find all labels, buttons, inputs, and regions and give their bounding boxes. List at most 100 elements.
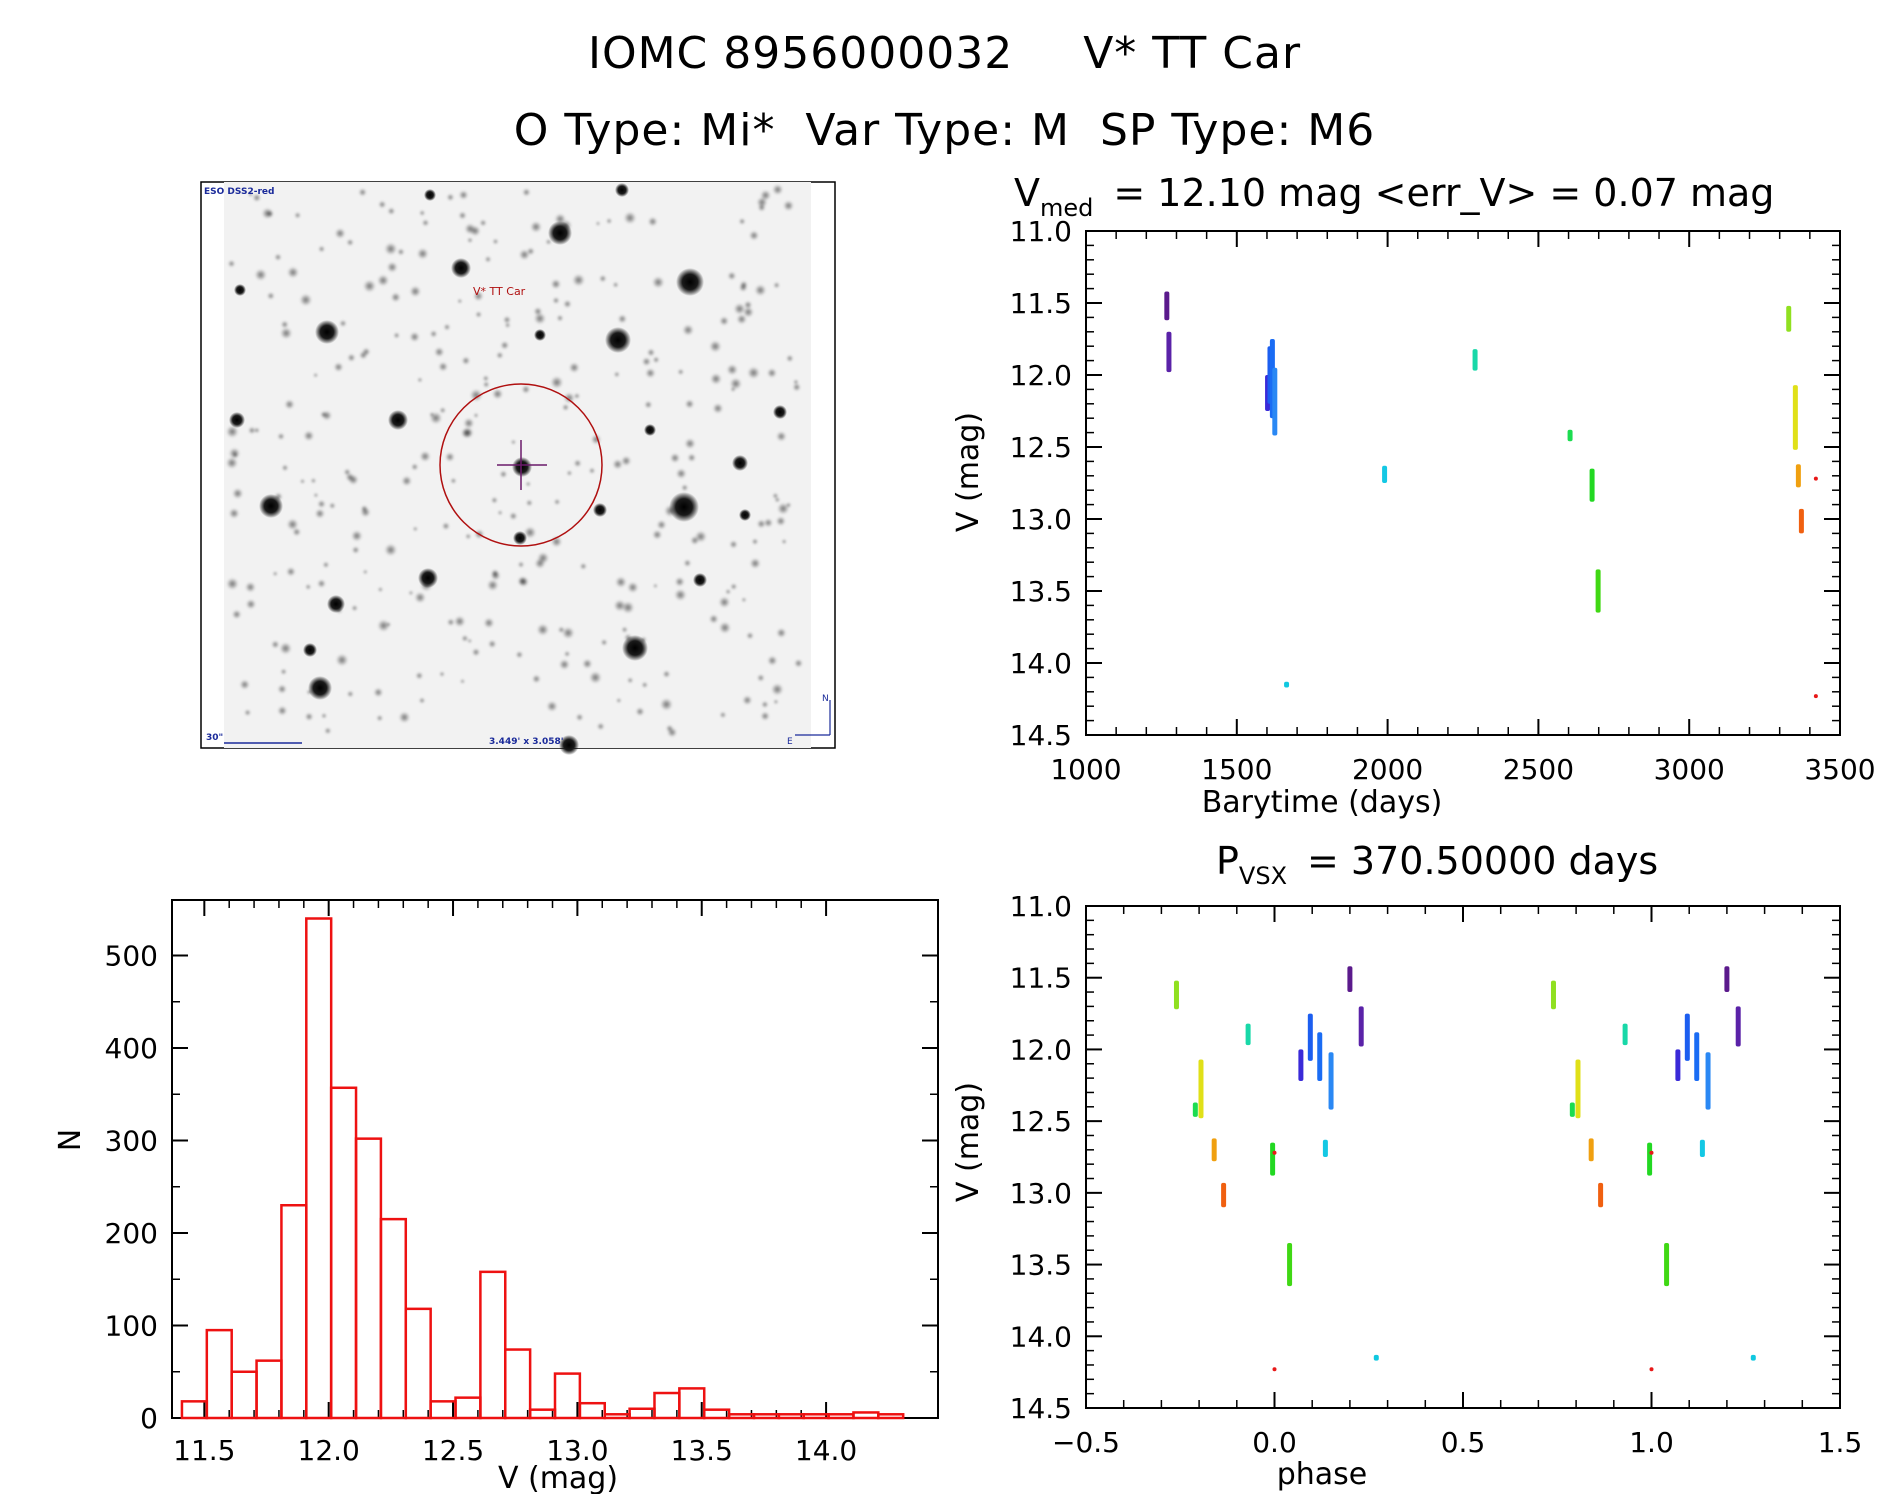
- y-tick-label: 11.0: [1010, 215, 1072, 248]
- faint-star: [393, 332, 400, 339]
- bright-star: [259, 494, 283, 518]
- faint-star: [417, 377, 423, 383]
- pc-title-rest: = 370.50000 days: [1307, 839, 1658, 883]
- hist-bar: [354, 1137, 383, 1420]
- pc-data-points: [1173, 966, 1756, 1372]
- bright-star: [615, 183, 629, 197]
- faint-star: [730, 387, 736, 392]
- faint-star: [730, 583, 737, 590]
- faint-star: [475, 311, 482, 318]
- faint-star: [484, 618, 494, 628]
- faint-star: [299, 294, 312, 306]
- data-streak: [1284, 681, 1290, 688]
- faint-star: [445, 452, 455, 462]
- faint-star: [277, 706, 287, 716]
- faint-star: [305, 712, 313, 721]
- faint-star: [687, 453, 696, 462]
- pc-title-sub: VSX: [1239, 862, 1287, 890]
- x-tick-label: 2500: [1503, 753, 1574, 786]
- faint-star: [317, 579, 326, 588]
- orientation-compass-icon: [795, 700, 831, 736]
- faint-star: [783, 200, 794, 211]
- data-streak: [1786, 305, 1792, 332]
- y-tick-label: 12.5: [1010, 1105, 1072, 1138]
- faint-star: [303, 430, 314, 441]
- hist-bar: [230, 1370, 258, 1420]
- faint-star: [470, 389, 483, 402]
- faint-star: [599, 275, 607, 282]
- faint-star: [358, 188, 367, 196]
- faint-star: [653, 583, 658, 588]
- faint-star: [576, 713, 583, 721]
- hist-bar: [404, 1307, 432, 1420]
- hist-bar: [329, 1086, 358, 1420]
- faint-star: [315, 508, 325, 519]
- faint-star: [491, 571, 501, 581]
- histogram-chart: 11.5 12.0 12.5 13.0 13.5 14.0 0 100 200 300 400 500…: [53, 899, 939, 1494]
- faint-star: [266, 210, 274, 218]
- faint-star: [361, 505, 368, 512]
- faint-star: [408, 590, 413, 596]
- faint-star: [351, 605, 358, 611]
- hist-bar: [852, 1411, 880, 1420]
- faint-star: [377, 619, 390, 632]
- faint-star: [254, 427, 260, 433]
- faint-star: [248, 427, 256, 434]
- faint-star: [793, 379, 799, 385]
- faint-star: [277, 684, 287, 694]
- faint-star: [525, 481, 531, 487]
- y-tick-label: 400: [105, 1032, 158, 1065]
- faint-star: [618, 314, 627, 323]
- bright-star: [534, 329, 546, 341]
- data-streak: [1699, 1139, 1705, 1157]
- faint-star: [509, 512, 517, 520]
- hist-bar: [528, 1408, 557, 1420]
- data-streak: [1647, 1142, 1653, 1176]
- data-streak: [1684, 1013, 1690, 1061]
- data-streak: [1211, 1138, 1217, 1162]
- data-streak: [1272, 367, 1278, 436]
- faint-star: [267, 292, 275, 300]
- hist-ticks: 11.5 12.0 12.5 13.0 13.5 14.0 0 100 200 300 400 500: [105, 900, 938, 1467]
- faint-star: [467, 237, 473, 243]
- bright-star: [693, 573, 707, 587]
- faint-star: [313, 493, 318, 498]
- faint-star: [757, 674, 765, 682]
- data-streak: [1598, 1182, 1604, 1208]
- y-tick-label: 13.0: [1010, 1177, 1072, 1210]
- faint-star: [569, 362, 580, 373]
- bright-star: [605, 327, 631, 353]
- faint-star: [447, 618, 455, 626]
- finder-image: V* TT Car ESO DSS2-red 30" 3.449' x 3.05…: [200, 181, 836, 755]
- hist-bar: [305, 917, 333, 1420]
- faint-star: [226, 578, 239, 590]
- hist-bar: [752, 1413, 781, 1420]
- faint-star: [670, 453, 680, 463]
- faint-star: [397, 248, 405, 256]
- faint-star: [616, 698, 622, 703]
- faint-star: [676, 468, 687, 479]
- faint-star: [473, 413, 479, 418]
- hist-bar: [678, 1387, 706, 1420]
- faint-star: [492, 389, 503, 399]
- faint-star: [615, 576, 627, 588]
- data-streak: [1798, 508, 1804, 534]
- faint-star: [419, 697, 425, 704]
- faint-star: [294, 212, 301, 219]
- pc-title: PVSX = 370.50000 days: [1216, 839, 1658, 890]
- faint-star: [685, 399, 694, 409]
- faint-star: [574, 459, 582, 467]
- faint-star: [641, 682, 648, 688]
- data-streak: [1575, 1059, 1581, 1119]
- faint-star: [519, 249, 530, 260]
- faint-star: [491, 497, 498, 504]
- faint-star: [674, 589, 687, 601]
- faint-star: [734, 303, 746, 315]
- x-tick-label: 2000: [1352, 753, 1423, 786]
- faint-star: [767, 656, 777, 666]
- data-point: [1813, 476, 1818, 481]
- fov-label: 3.449' x 3.058': [489, 737, 564, 747]
- faint-star: [277, 433, 285, 440]
- faint-star: [362, 348, 371, 356]
